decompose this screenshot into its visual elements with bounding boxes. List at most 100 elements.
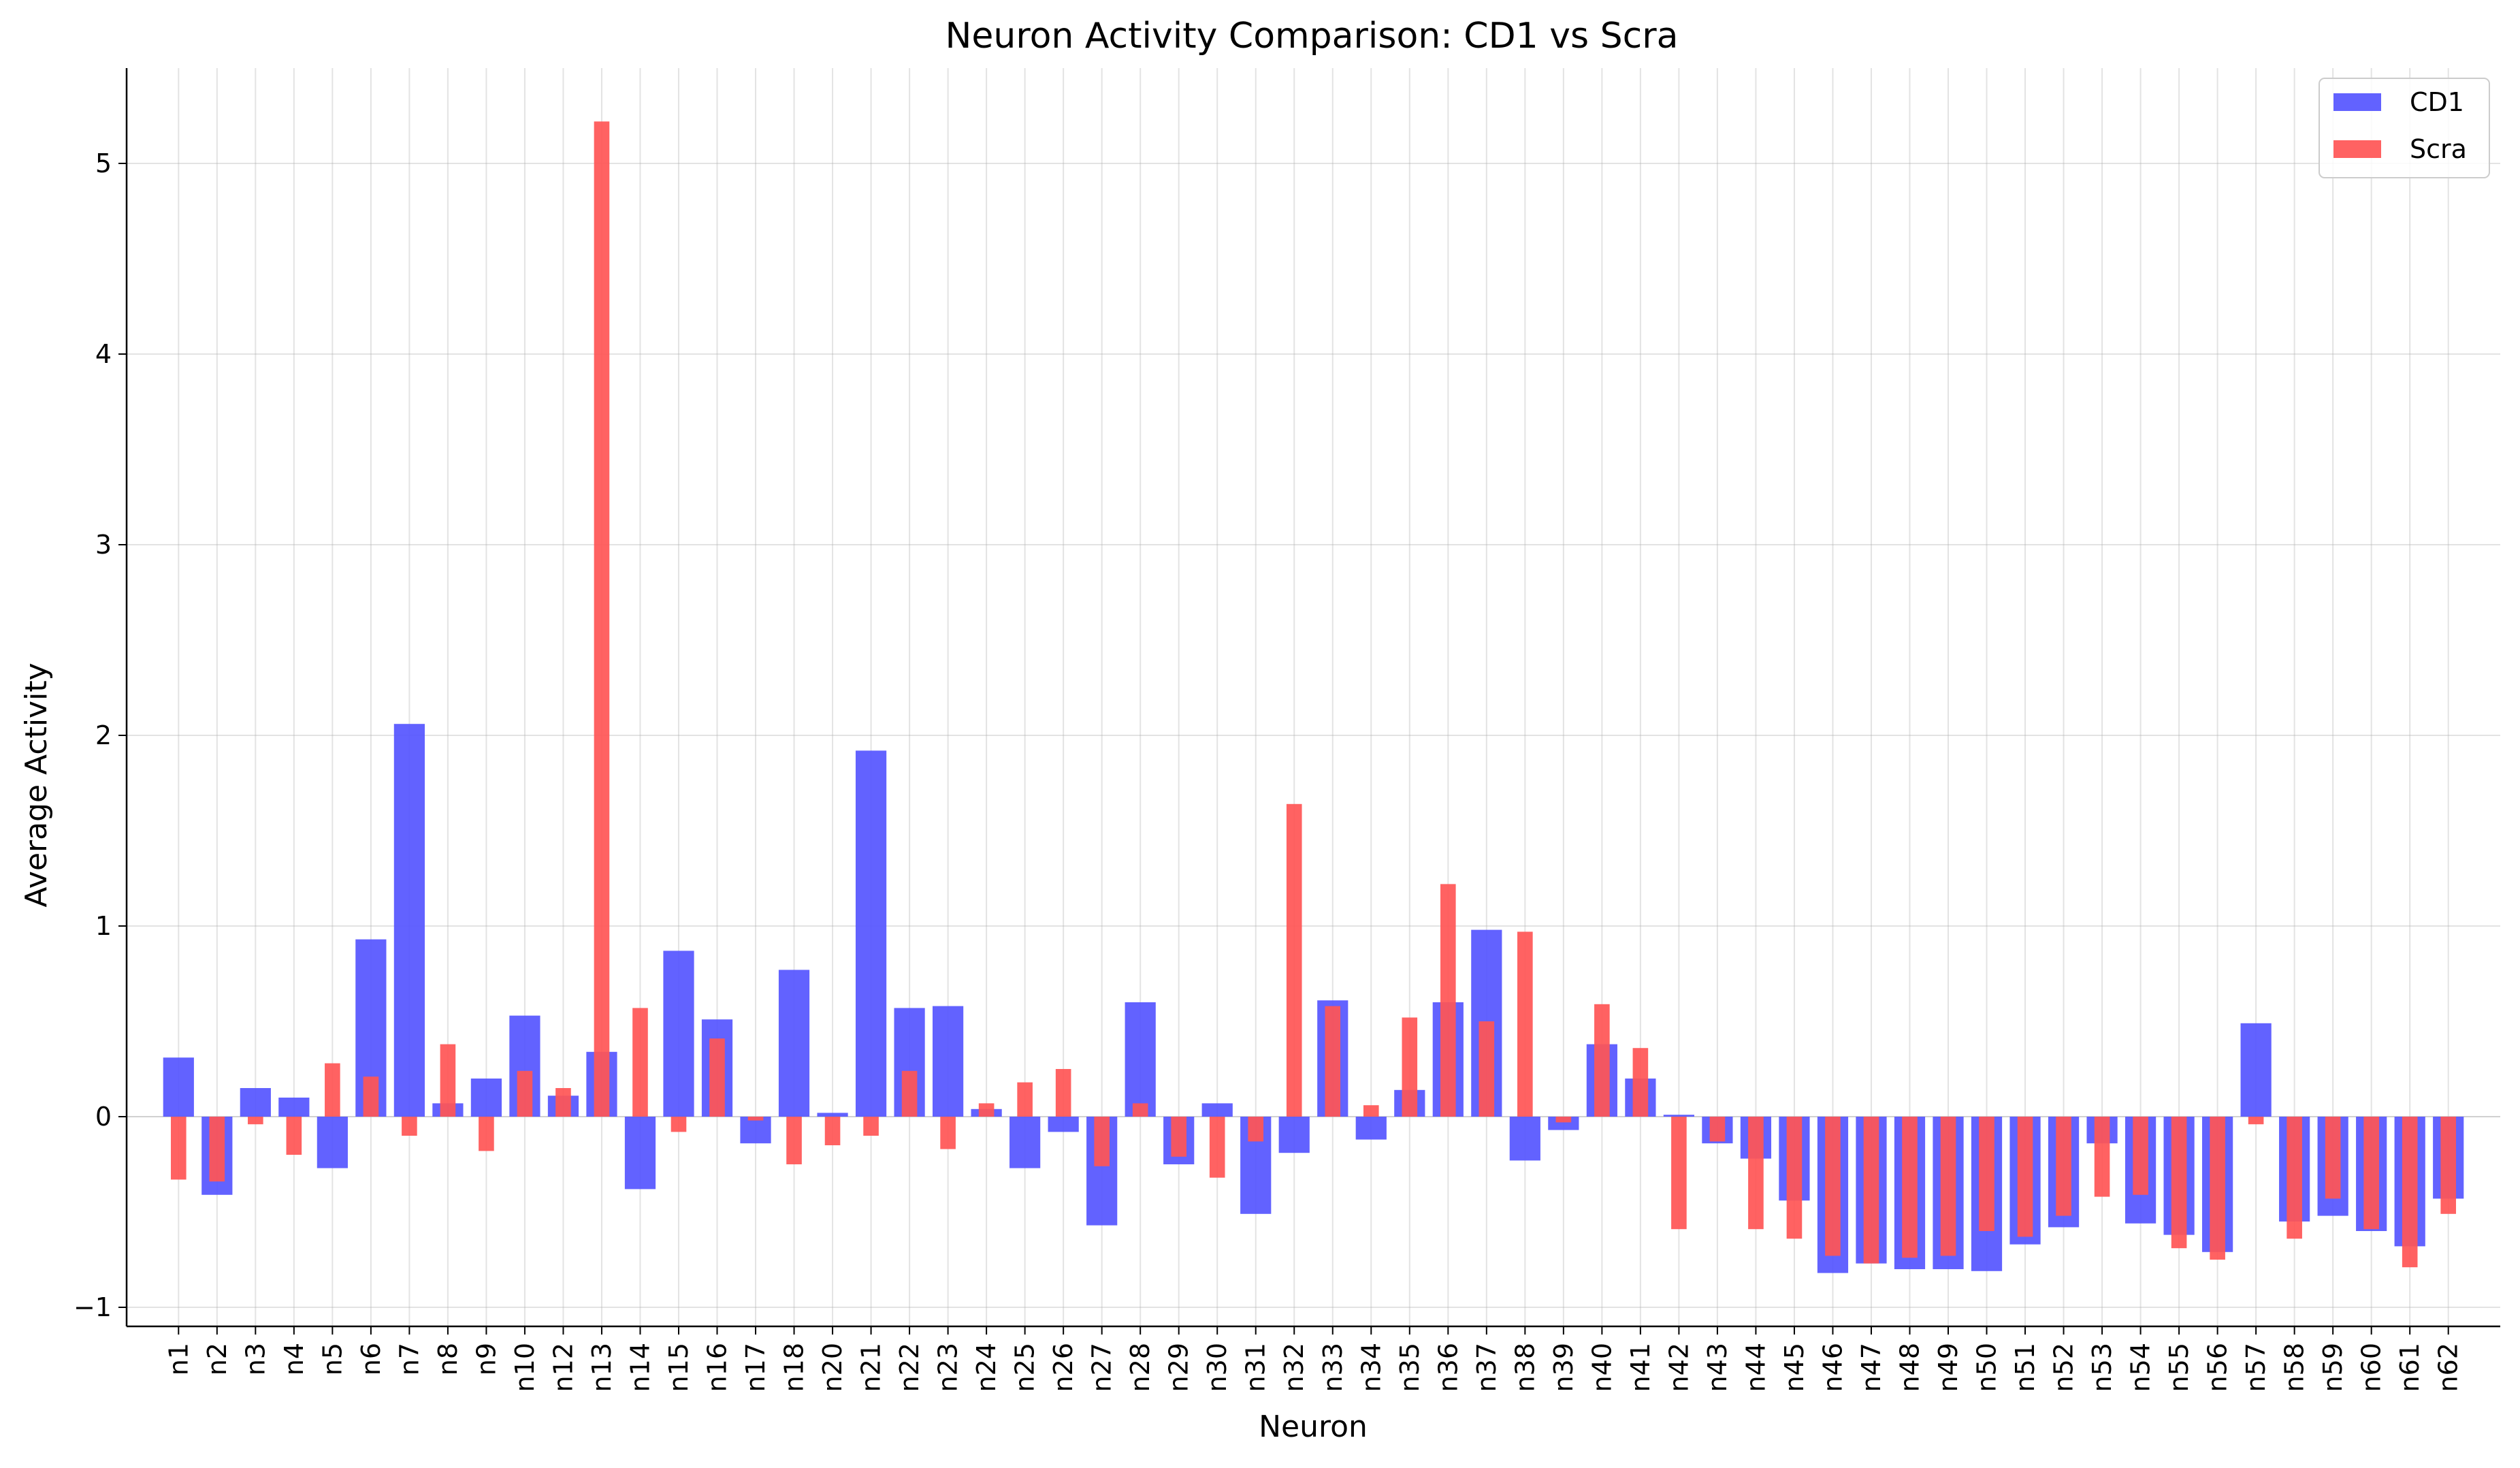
x-tick-label: n24 <box>971 1343 1001 1392</box>
x-tick-label: n47 <box>1856 1343 1886 1392</box>
bar-cd1 <box>1278 1117 1310 1153</box>
bar-cd1 <box>1125 1002 1156 1117</box>
x-tick-label: n54 <box>2126 1343 2156 1392</box>
x-tick-label: n15 <box>664 1343 694 1392</box>
x-tick-label: n46 <box>1818 1343 1847 1392</box>
x-tick-label: n16 <box>702 1343 732 1392</box>
y-tick-labels: −1 0 1 2 3 4 5 <box>74 148 112 1322</box>
bar-cd1 <box>1009 1117 1041 1168</box>
x-tick-label: n22 <box>894 1343 924 1392</box>
x-tick-label: n18 <box>779 1343 809 1392</box>
bar-scra <box>1863 1117 1879 1264</box>
x-tick-label: n36 <box>1433 1343 1463 1392</box>
y-tick-label: 3 <box>95 530 112 560</box>
bar-scra <box>940 1117 956 1149</box>
bar-scra <box>594 121 610 1117</box>
bar-scra <box>632 1008 648 1117</box>
x-tick-label: n17 <box>741 1343 771 1392</box>
bar-scra <box>2287 1117 2302 1239</box>
bar-scra <box>440 1044 456 1117</box>
bar-scra <box>786 1117 802 1164</box>
x-tick-label: n10 <box>510 1343 540 1392</box>
bar-scra <box>1671 1117 1687 1230</box>
bar-scra <box>2056 1117 2071 1216</box>
bar-scra <box>2440 1117 2457 1214</box>
bar-scra <box>863 1117 879 1136</box>
x-tick-label: n21 <box>856 1343 886 1392</box>
legend: CD1 Scra <box>2319 78 2490 178</box>
bar-scra <box>2210 1117 2225 1260</box>
x-tick-label: n2 <box>202 1343 232 1375</box>
x-tick-label: n56 <box>2203 1343 2233 1392</box>
bar-scra <box>1209 1117 1225 1178</box>
bar-scra <box>402 1117 417 1136</box>
bar-cd1 <box>855 750 887 1117</box>
x-tick-label: n3 <box>240 1343 270 1375</box>
bar-cd1 <box>1201 1103 1233 1117</box>
bar-scra <box>1825 1117 1841 1256</box>
bar-cd1 <box>240 1088 271 1117</box>
bar-cd1 <box>1048 1117 1079 1132</box>
x-tick-label: n57 <box>2241 1343 2271 1392</box>
x-tick-label: n9 <box>471 1343 501 1375</box>
x-tick-label: n13 <box>587 1343 617 1392</box>
y-tick-label: 0 <box>95 1102 112 1132</box>
axes <box>118 68 2500 1335</box>
x-tick-label: n27 <box>1087 1343 1117 1392</box>
bar-scra <box>2402 1117 2418 1268</box>
x-tick-label: n28 <box>1125 1343 1155 1392</box>
x-tick-label: n58 <box>2280 1343 2310 1392</box>
bar-scra <box>747 1117 764 1121</box>
bar-scra <box>709 1038 725 1117</box>
x-tick-label: n40 <box>1587 1343 1617 1392</box>
x-tick-label: n30 <box>1202 1343 1232 1392</box>
legend-swatch-scra <box>2333 140 2381 158</box>
bar-scra <box>671 1117 687 1132</box>
chart-title: Neuron Activity Comparison: CD1 vs Scra <box>946 16 1679 57</box>
bar-scra <box>2094 1117 2110 1197</box>
x-tick-label: n20 <box>818 1343 847 1392</box>
x-tick-label: n55 <box>2164 1343 2194 1392</box>
bars <box>163 121 2464 1273</box>
bar-scra <box>901 1070 918 1117</box>
bar-scra <box>1517 931 1533 1117</box>
bar-cd1 <box>470 1079 502 1117</box>
bar-scra <box>1325 1006 1341 1117</box>
bar-scra <box>286 1117 302 1155</box>
x-tick-label: n43 <box>1702 1343 1732 1392</box>
bar-scra <box>209 1117 225 1182</box>
x-tick-label: n35 <box>1395 1343 1425 1392</box>
y-tick-label: 2 <box>95 720 112 750</box>
x-tick-label: n5 <box>317 1343 347 1375</box>
bar-cd1 <box>278 1098 310 1117</box>
bar-cd1 <box>1509 1117 1540 1161</box>
bar-scra <box>2363 1117 2379 1230</box>
bar-cd1 <box>932 1006 964 1117</box>
x-tick-label: n1 <box>163 1343 193 1375</box>
bar-cd1 <box>778 970 810 1117</box>
x-tick-label: n8 <box>433 1343 463 1375</box>
bar-scra <box>248 1117 263 1125</box>
bar-scra <box>1594 1004 1610 1117</box>
bar-cd1 <box>163 1057 194 1117</box>
x-tick-label: n59 <box>2318 1343 2348 1392</box>
bar-scra <box>1979 1117 1994 1231</box>
x-tick-label: n25 <box>1010 1343 1040 1392</box>
bar-scra <box>2248 1117 2264 1125</box>
y-tick-label: 1 <box>95 911 112 941</box>
x-tick-label: n44 <box>1741 1343 1771 1392</box>
bar-scra <box>1017 1082 1033 1117</box>
x-tick-label: n50 <box>1972 1343 2002 1392</box>
bar-scra <box>2325 1117 2341 1199</box>
legend-swatch-cd1 <box>2333 93 2381 111</box>
bar-scra <box>1555 1117 1572 1123</box>
bar-scra <box>1902 1117 1918 1258</box>
bar-scra <box>555 1088 571 1117</box>
bar-scra <box>1248 1117 1264 1142</box>
bar-scra <box>1479 1021 1495 1117</box>
bar-scra <box>1402 1017 1418 1117</box>
bar-scra <box>1363 1105 1379 1117</box>
x-tick-label: n37 <box>1472 1343 1502 1392</box>
